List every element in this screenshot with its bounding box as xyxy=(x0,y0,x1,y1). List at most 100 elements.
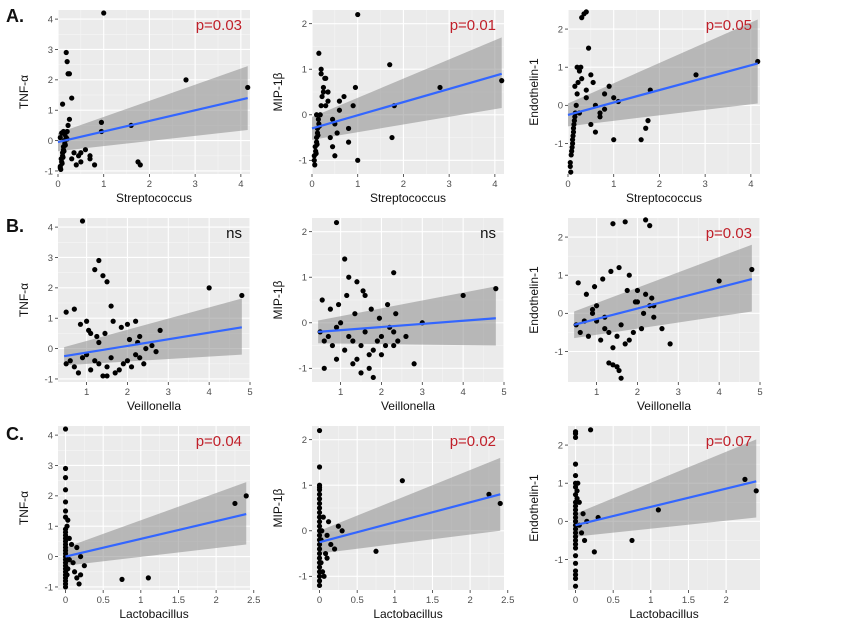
data-point xyxy=(493,286,499,292)
data-point xyxy=(320,89,327,95)
row-label-a: A. xyxy=(6,6,24,26)
data-point xyxy=(70,560,76,566)
data-point xyxy=(614,333,620,339)
data-point xyxy=(622,219,628,225)
data-point xyxy=(331,546,338,552)
data-point xyxy=(126,336,133,343)
data-point xyxy=(316,541,323,548)
data-point xyxy=(655,507,661,513)
data-point xyxy=(59,130,65,136)
data-point xyxy=(572,431,579,437)
data-point xyxy=(574,488,580,494)
data-point xyxy=(572,583,579,589)
x-axis-title: Veillonella xyxy=(381,399,435,413)
data-point xyxy=(101,10,107,16)
data-point xyxy=(91,162,98,168)
data-point xyxy=(104,279,110,285)
data-point xyxy=(374,338,380,344)
data-point xyxy=(577,329,583,336)
data-point xyxy=(368,306,374,312)
y-tick-label: 2 xyxy=(48,491,53,502)
x-tick-label: 2 xyxy=(213,595,218,606)
p-value-annotation: p=0.07 xyxy=(706,433,752,450)
data-point xyxy=(693,72,699,78)
data-point xyxy=(62,142,68,148)
data-point xyxy=(391,270,397,276)
data-point xyxy=(569,140,576,147)
data-point xyxy=(403,333,409,340)
x-axis-title: Lactobacillus xyxy=(119,607,188,621)
data-point xyxy=(245,84,251,91)
data-point xyxy=(352,84,359,91)
p-value-annotation: p=0.03 xyxy=(706,225,752,242)
p-value-annotation: p=0.05 xyxy=(706,17,752,34)
x-axis-title: Streptococcus xyxy=(370,191,446,205)
data-point xyxy=(96,339,102,346)
data-point xyxy=(593,303,600,309)
data-point xyxy=(645,118,651,124)
data-point xyxy=(316,509,323,516)
data-point xyxy=(108,303,114,309)
data-point xyxy=(342,347,348,353)
data-point xyxy=(316,500,323,507)
data-point xyxy=(387,62,393,68)
data-point xyxy=(77,321,84,327)
data-point xyxy=(614,364,620,370)
data-point xyxy=(569,144,575,150)
data-point xyxy=(312,162,318,168)
x-tick-label: 4 xyxy=(207,387,212,398)
chart-panel-9: 0 0.5 1 1.5 2 -1 0 1 2 p=0.07 Lactobacillus Endothe… xyxy=(527,426,760,621)
data-point xyxy=(572,434,579,441)
data-point xyxy=(354,356,360,362)
data-point xyxy=(382,342,389,349)
x-axis-title: Lactobacillus xyxy=(629,607,698,621)
data-point xyxy=(622,341,628,347)
data-point xyxy=(68,541,75,548)
data-point xyxy=(75,370,82,376)
data-point xyxy=(100,373,106,379)
data-point xyxy=(71,150,77,156)
x-tick-label: 1 xyxy=(648,595,653,606)
data-point xyxy=(319,297,325,303)
x-tick-label: 2 xyxy=(401,179,406,190)
data-point xyxy=(116,367,122,373)
y-tick-label: 1 xyxy=(558,271,563,282)
data-point xyxy=(572,541,579,547)
data-point xyxy=(573,102,579,108)
data-point xyxy=(583,291,589,297)
data-point xyxy=(153,349,159,355)
p-value-annotation: p=0.03 xyxy=(196,17,242,34)
regression-line xyxy=(318,317,496,333)
data-point xyxy=(63,49,69,56)
x-tick-label: 4 xyxy=(492,179,497,190)
y-tick-label: 0 xyxy=(48,136,53,147)
x-tick-label: 0 xyxy=(565,179,570,190)
data-point xyxy=(667,341,673,347)
data-point xyxy=(370,374,376,381)
data-point xyxy=(61,148,67,154)
p-value-annotation: p=0.04 xyxy=(196,433,242,450)
y-tick-label: 0 xyxy=(558,517,563,528)
data-point xyxy=(570,133,576,139)
data-point xyxy=(77,553,84,560)
data-point xyxy=(384,301,391,308)
data-point xyxy=(325,98,331,104)
data-point xyxy=(110,318,116,324)
data-point xyxy=(96,361,102,367)
data-point xyxy=(574,495,580,502)
y-axis-title: Endothelin-1 xyxy=(527,474,541,542)
data-point xyxy=(587,427,594,433)
data-point xyxy=(580,511,586,517)
data-point xyxy=(87,153,93,159)
y-tick-label: -1 xyxy=(299,364,307,375)
y-axis-title: MIP-1β xyxy=(271,488,285,527)
data-point xyxy=(66,116,73,122)
confidence-band xyxy=(574,244,752,339)
y-tick-label: 2 xyxy=(302,435,307,446)
data-point xyxy=(316,464,323,470)
data-point xyxy=(321,338,327,344)
x-tick-label: 0 xyxy=(317,595,322,606)
data-point xyxy=(316,550,323,557)
data-point xyxy=(576,499,582,505)
data-point xyxy=(325,89,331,95)
